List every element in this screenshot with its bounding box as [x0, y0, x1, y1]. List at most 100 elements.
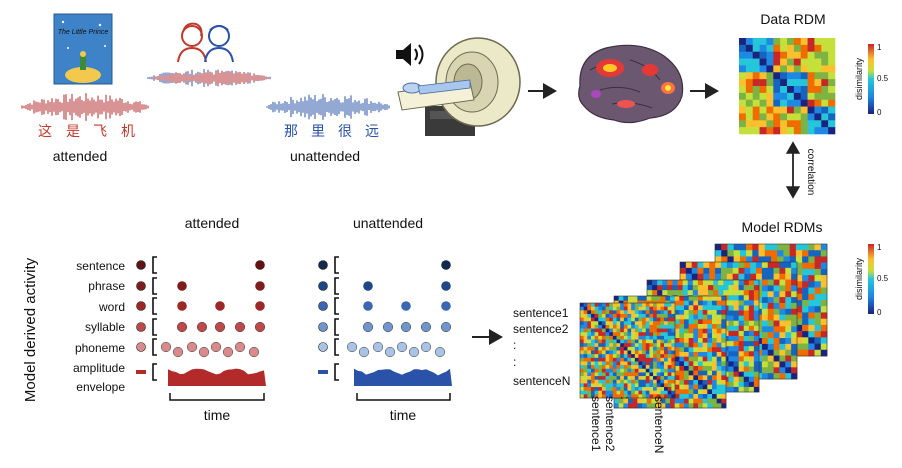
- model-rdm-colorbar-label: disimilarity: [854, 258, 864, 301]
- data-rdm-cell: [759, 127, 767, 135]
- col-label-dots: :: [618, 396, 632, 399]
- data-rdm-cell: [780, 58, 788, 66]
- unattended-legend-dot-4: [318, 342, 328, 352]
- data-rdm-cell: [739, 65, 747, 73]
- data-rdm-cell: [739, 113, 747, 121]
- data-rdm-cell: [828, 51, 836, 59]
- data-rdm-cell: [828, 113, 836, 121]
- model-rdm-colorbar: 1 0.5 0 disimilarity: [854, 243, 889, 317]
- data-rdm-cell: [787, 72, 795, 80]
- data-rdm-cell: [828, 38, 836, 46]
- data-rdm-cell: [773, 72, 781, 80]
- data-rdm-cell: [821, 99, 829, 107]
- row-label-sentenceN: sentenceN: [513, 374, 570, 388]
- data-rdm-cell: [787, 44, 795, 53]
- data-rdm-cell: [780, 99, 788, 107]
- data-rdm-cell: [780, 92, 788, 101]
- data-rdm-cell: [752, 99, 760, 107]
- data-rdm-cell: [745, 106, 754, 114]
- data-rdm-cell: [821, 120, 829, 128]
- data-rdm-cell: [814, 44, 822, 53]
- data-rdm-matrix: [739, 38, 836, 135]
- attended-waveform: [21, 93, 149, 121]
- data-rdm-cell: [793, 38, 802, 46]
- attended-legend-dot-2: [136, 301, 146, 311]
- data-rdm-tick-0: 0: [877, 108, 882, 117]
- attended-characters: 这 是 飞 机: [38, 123, 135, 140]
- data-rdm-cell: [773, 127, 781, 135]
- unattended-activity-dot: [346, 341, 358, 353]
- data-rdm-cell: [752, 92, 760, 101]
- unattended-activity-dot: [362, 321, 374, 333]
- data-rdm-cell: [800, 86, 808, 94]
- data-rdm-cell: [759, 106, 767, 114]
- data-rdm-cell: [745, 127, 754, 135]
- data-rdm-cell: [773, 38, 781, 46]
- model-rdm-tick-05: 0.5: [877, 274, 889, 283]
- attended-activity-dot: [255, 281, 265, 291]
- data-rdm-cell: [773, 120, 781, 128]
- data-rdm-cell: [814, 99, 822, 107]
- data-rdm-cell: [766, 113, 774, 121]
- data-rdm-cell: [752, 65, 760, 73]
- data-rdm-cell: [759, 51, 767, 59]
- data-rdm-cell: [800, 120, 808, 128]
- attended-envelope-trace: [168, 368, 266, 386]
- data-rdm-cell: [759, 65, 767, 73]
- data-rdm-cell: [766, 99, 774, 107]
- data-rdm-cell: [821, 44, 829, 53]
- unattended-legend-envelope: [318, 370, 328, 374]
- data-rdm-cell: [821, 113, 829, 121]
- data-rdm-cell: [745, 79, 754, 87]
- data-rdm-cell: [807, 79, 815, 87]
- row-label-sentence2: sentence2: [513, 322, 569, 336]
- data-rdm-cell: [780, 38, 788, 46]
- data-rdm-cell: [793, 99, 802, 107]
- data-rdm-cell: [759, 113, 767, 121]
- data-rdm-cell: [807, 58, 815, 66]
- unattended-activity-dot: [363, 301, 373, 311]
- mri-scanner-icon: [397, 37, 521, 136]
- data-rdm-cell: [752, 72, 760, 80]
- data-rdm-cell: [814, 38, 822, 46]
- data-rdm-cell: [800, 99, 808, 107]
- data-rdm-cell: [787, 79, 795, 87]
- data-rdm-cell: [773, 58, 781, 66]
- level-amplitude: amplitude: [73, 361, 125, 375]
- col-label-sentence2: sentence2: [603, 396, 617, 452]
- data-rdm-cell: [800, 127, 808, 135]
- data-rdm-cell: [780, 44, 788, 53]
- attended-activity-dot: [177, 301, 187, 311]
- attended-time-label: time: [204, 407, 231, 423]
- attended-activity-panel: [136, 256, 266, 386]
- attended-activity-dot: [222, 346, 234, 358]
- data-rdm-cell: [739, 58, 747, 66]
- col-label-sentenceN: sentenceN: [652, 396, 666, 453]
- data-rdm-cell: [814, 79, 822, 87]
- unattended-activity-dot: [420, 341, 432, 353]
- data-rdm-cell: [787, 113, 795, 121]
- data-rdm-cell: [787, 65, 795, 73]
- data-rdm-cell: [800, 113, 808, 121]
- data-rdm-cell: [780, 127, 788, 135]
- data-rdm-cell: [787, 92, 795, 101]
- unattended-activity-dot: [372, 341, 384, 353]
- data-rdm-cell: [739, 86, 747, 94]
- data-rdm-cell: [787, 106, 795, 114]
- data-rdm-cell: [773, 65, 781, 73]
- data-rdm-cell: [745, 65, 754, 73]
- unattended-activity-dot: [441, 281, 451, 291]
- data-rdm-cell: [766, 79, 774, 87]
- model-rdm-tick-1: 1: [877, 243, 882, 252]
- attended-char-2: 是: [66, 124, 80, 140]
- data-rdm-cell: [745, 92, 754, 101]
- data-rdm-cell: [821, 65, 829, 73]
- data-rdm-cell: [739, 51, 747, 59]
- data-rdm-cell: [773, 44, 781, 53]
- model-rdms-title: Model RDMs: [742, 219, 823, 235]
- attended-activity-dot: [160, 341, 172, 353]
- data-rdm-cell: [766, 92, 774, 101]
- data-rdm-cell: [821, 72, 829, 80]
- data-rdm-cell: [814, 106, 822, 114]
- unattended-activity-dot: [420, 321, 432, 333]
